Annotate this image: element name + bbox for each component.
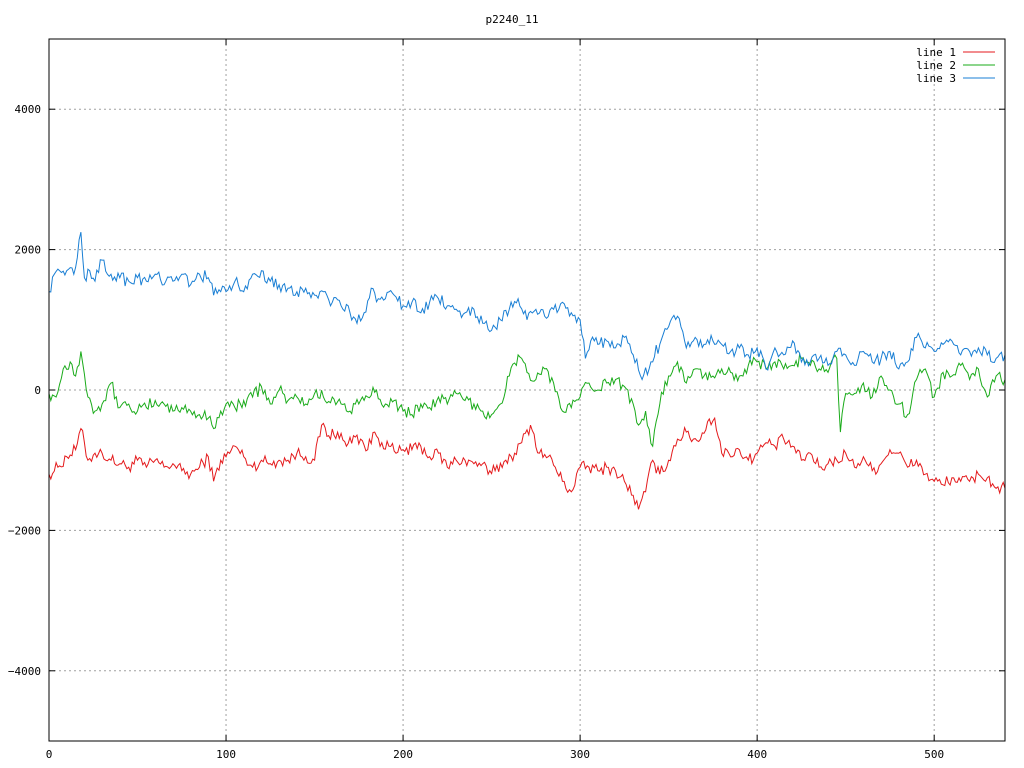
x-tick-label: 500	[924, 748, 944, 761]
y-tick-label: 2000	[15, 244, 42, 257]
x-tick-label: 300	[570, 748, 590, 761]
y-tick-label: −2000	[8, 524, 41, 537]
y-tick-label: 4000	[15, 103, 42, 116]
grid-layer	[49, 39, 1005, 741]
x-tick-label: 200	[393, 748, 413, 761]
x-tick-label: 0	[46, 748, 53, 761]
x-tick-label: 100	[216, 748, 236, 761]
chart-title: p2240_11	[486, 13, 539, 26]
legend-label-3: line 3	[916, 72, 956, 85]
series-line-2	[48, 351, 1006, 448]
series-line-3	[48, 231, 1006, 381]
y-tick-label: −4000	[8, 665, 41, 678]
y-tick-label: 0	[34, 384, 41, 397]
x-tick-label: 400	[747, 748, 767, 761]
series-line-1	[48, 416, 1006, 510]
ticks-layer: 0 100 200 300 400 500 −4000 −2000 0 2000 4000	[8, 39, 1005, 761]
series-layer	[48, 231, 1006, 510]
plot-frame	[48, 38, 1006, 742]
legend-label-2: line 2	[916, 59, 956, 72]
legend-label-1: line 1	[916, 46, 956, 59]
